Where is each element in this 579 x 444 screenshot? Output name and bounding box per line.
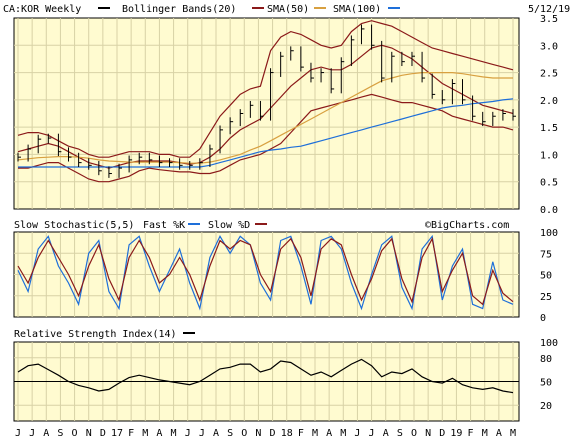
y-tick-label: 100 [540, 228, 558, 239]
x-tick-label: A [213, 428, 219, 439]
rsi-y-axis: 20 50 80 100 [540, 338, 558, 412]
price-series-line-2 [18, 93, 514, 183]
chart-date: 5/12/19 [528, 4, 570, 15]
x-tick-label: S [227, 428, 233, 439]
price-panel: 0.0 0.5 1.0 1.5 2.0 2.5 3.0 3.5 [13, 14, 558, 216]
x-tick-label: J [199, 428, 205, 439]
y-tick-label: 0 [540, 313, 546, 324]
rsi-title: Relative Strength Index(14) [14, 329, 177, 340]
legend-sma50: SMA(50) [267, 4, 309, 15]
legend-bollinger: Bollinger Bands(20) [122, 4, 236, 15]
legend-slow-d: Slow %D [208, 220, 250, 231]
y-tick-label: 3.0 [540, 41, 558, 52]
price-grid [14, 18, 519, 209]
stochastic-legend: Slow Stochastic(5,5) Fast %K Slow %D ©Bi… [14, 220, 509, 231]
x-tick-label: M [482, 428, 488, 439]
stochastic-title: Slow Stochastic(5,5) [14, 220, 134, 231]
x-tick-label: M [510, 428, 516, 439]
x-tick-label: O [72, 428, 78, 439]
price-series-line-4 [17, 71, 513, 164]
y-tick-label: 0.0 [540, 205, 558, 216]
price-plot-area [13, 17, 520, 210]
x-tick-label: O [411, 428, 417, 439]
x-tick-label: 17 [111, 428, 123, 439]
legend-sma100: SMA(100) [333, 4, 381, 15]
stochastic-y-axis: 0 25 50 75 100 [540, 228, 558, 324]
y-tick-label: 50 [540, 271, 552, 282]
price-series-line-5 [18, 98, 514, 168]
x-tick-label: J [369, 428, 375, 439]
x-tick-label: S [397, 428, 403, 439]
y-tick-label: 75 [540, 249, 552, 260]
x-tick-label: M [142, 428, 148, 439]
stochastic-panel: 0 25 50 75 100 [13, 228, 558, 324]
watermark: ©BigCharts.com [425, 220, 509, 231]
x-axis: J J A S O N D 17 F M A M J J A S O N D 18 F M A M J J A S O N D 19 F M A M [15, 428, 516, 439]
x-tick-label: A [383, 428, 389, 439]
y-tick-label: 0.5 [540, 178, 558, 189]
x-tick-label: D [100, 428, 106, 439]
series-line-1 [17, 358, 514, 394]
x-tick-label: J [15, 428, 21, 439]
price-legend: CA:KOR Weekly Bollinger Bands(20) SMA(50… [3, 4, 570, 15]
series-line-2 [17, 237, 514, 306]
x-tick-label: J [185, 428, 191, 439]
y-tick-label: 1.5 [540, 123, 558, 134]
symbol-title: CA:KOR Weekly [3, 4, 81, 15]
x-tick-label: J [29, 428, 35, 439]
x-tick-label: M [312, 428, 318, 439]
y-tick-label: 50 [540, 378, 552, 389]
x-tick-label: F [128, 428, 134, 439]
x-tick-label: M [171, 428, 177, 439]
price-y-axis: 0.0 0.5 1.0 1.5 2.0 2.5 3.0 3.5 [540, 14, 558, 216]
x-tick-label: N [255, 428, 261, 439]
x-tick-label: J [354, 428, 360, 439]
x-tick-label: N [425, 428, 431, 439]
x-tick-label: A [156, 428, 162, 439]
price-series [17, 20, 514, 183]
price-bars [17, 24, 516, 178]
y-tick-label: 100 [540, 338, 558, 349]
y-tick-label: 2.5 [540, 69, 558, 80]
x-tick-label: F [468, 428, 474, 439]
x-tick-label: A [496, 428, 502, 439]
x-tick-label: 19 [450, 428, 462, 439]
x-tick-label: S [57, 428, 63, 439]
y-tick-label: 2.0 [540, 96, 558, 107]
rsi-series [17, 358, 514, 394]
y-tick-label: 1.0 [540, 150, 558, 161]
x-tick-label: M [340, 428, 346, 439]
x-tick-label: F [298, 428, 304, 439]
price-series-line-3 [17, 44, 514, 169]
stochastic-series [17, 234, 514, 311]
x-tick-label: A [43, 428, 49, 439]
x-tick-label: D [270, 428, 276, 439]
x-tick-label: A [326, 428, 332, 439]
y-tick-label: 25 [540, 292, 552, 303]
rsi-legend: Relative Strength Index(14) [14, 329, 195, 340]
y-tick-label: 80 [540, 354, 552, 365]
y-tick-label: 3.5 [540, 14, 558, 25]
x-tick-label: 18 [281, 428, 293, 439]
legend-fast-k: Fast %K [143, 220, 185, 231]
rsi-panel: 20 50 80 100 [13, 338, 558, 422]
x-tick-label: N [86, 428, 92, 439]
x-tick-label: D [439, 428, 445, 439]
x-tick-label: O [241, 428, 247, 439]
price-series-line-1 [17, 20, 514, 158]
y-tick-label: 20 [540, 401, 552, 412]
